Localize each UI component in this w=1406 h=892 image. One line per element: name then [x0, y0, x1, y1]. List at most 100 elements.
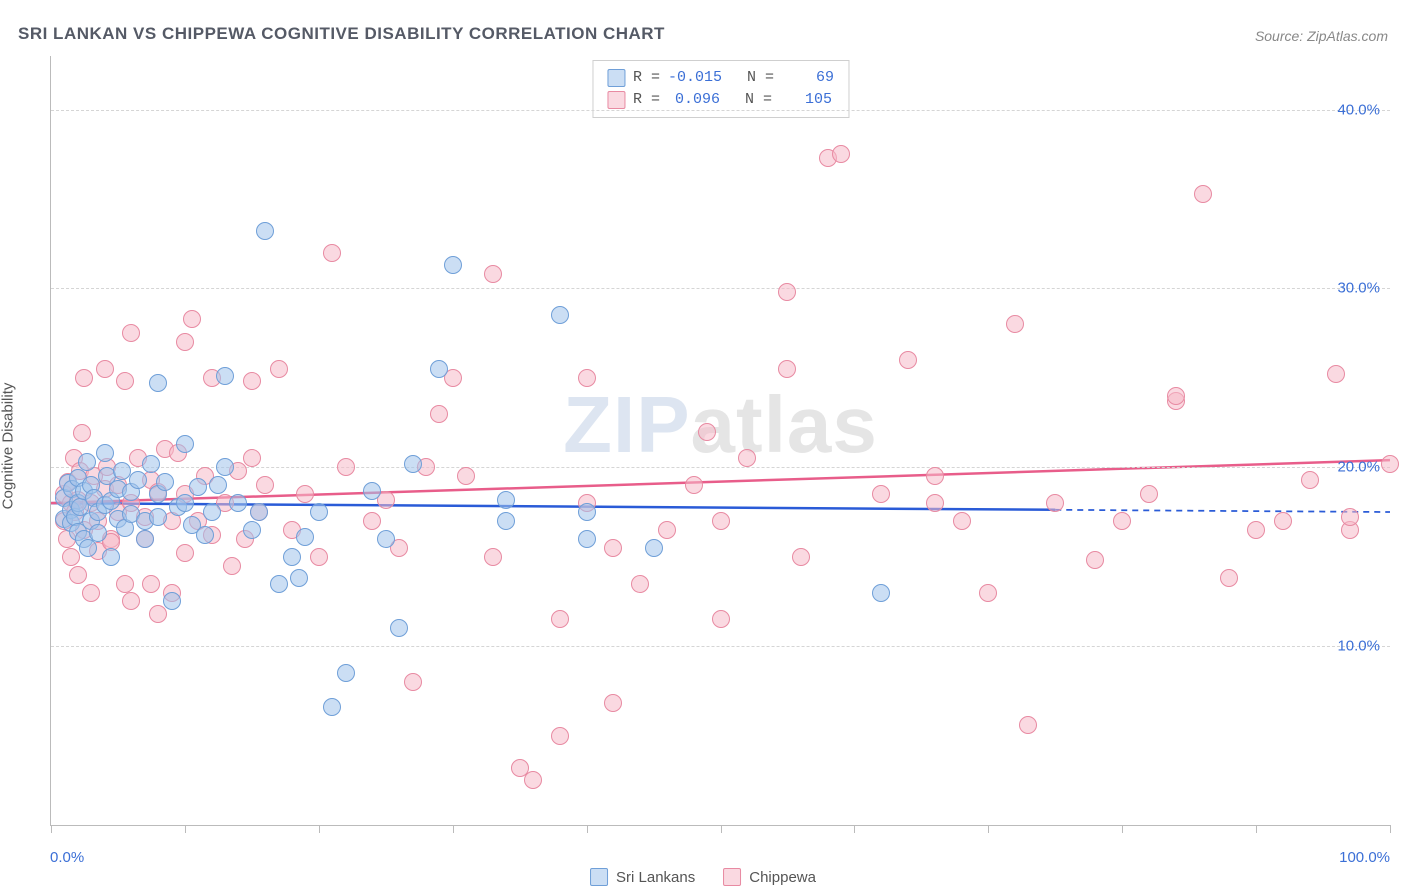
- trend-lines-svg: [51, 56, 1390, 825]
- scatter-point: [363, 482, 381, 500]
- trend-line: [51, 503, 1055, 510]
- scatter-point: [1086, 551, 1104, 569]
- y-tick-label: 30.0%: [1337, 280, 1380, 297]
- scatter-point: [430, 360, 448, 378]
- x-tick: [1390, 825, 1391, 833]
- scatter-point: [792, 548, 810, 566]
- scatter-point: [78, 453, 96, 471]
- legend-stats-row-2: R = 0.096 N = 105: [607, 89, 834, 111]
- legend-series: Sri Lankans Chippewa: [590, 868, 816, 886]
- scatter-point: [524, 771, 542, 789]
- x-tick: [587, 825, 588, 833]
- scatter-point: [390, 619, 408, 637]
- scatter-point: [142, 455, 160, 473]
- y-tick-label: 20.0%: [1337, 459, 1380, 476]
- scatter-point: [176, 544, 194, 562]
- scatter-point: [551, 306, 569, 324]
- scatter-point: [926, 494, 944, 512]
- scatter-point: [872, 584, 890, 602]
- scatter-point: [1167, 387, 1185, 405]
- scatter-point: [1046, 494, 1064, 512]
- legend-swatch-chippewa-b: [723, 868, 741, 886]
- x-tick: [988, 825, 989, 833]
- scatter-point: [457, 467, 475, 485]
- n-label-1: N =: [747, 67, 774, 89]
- x-tick-label-max: 100.0%: [1339, 849, 1390, 866]
- scatter-point: [75, 369, 93, 387]
- scatter-point: [1274, 512, 1292, 530]
- scatter-point: [290, 569, 308, 587]
- scatter-point: [872, 485, 890, 503]
- scatter-point: [73, 424, 91, 442]
- scatter-point: [430, 405, 448, 423]
- scatter-point: [176, 435, 194, 453]
- source-attribution: Source: ZipAtlas.com: [1255, 28, 1388, 44]
- scatter-point: [778, 283, 796, 301]
- scatter-point: [270, 575, 288, 593]
- scatter-point: [216, 458, 234, 476]
- y-tick-label: 40.0%: [1337, 101, 1380, 118]
- scatter-point: [778, 360, 796, 378]
- scatter-point: [979, 584, 997, 602]
- legend-item-srilankans: Sri Lankans: [590, 868, 695, 886]
- scatter-point: [551, 727, 569, 745]
- scatter-point: [1019, 716, 1037, 734]
- legend-item-chippewa: Chippewa: [723, 868, 816, 886]
- scatter-point: [96, 360, 114, 378]
- grid-line: [51, 646, 1390, 647]
- scatter-point: [203, 503, 221, 521]
- scatter-point: [243, 372, 261, 390]
- scatter-point: [738, 449, 756, 467]
- chart-container: SRI LANKAN VS CHIPPEWA COGNITIVE DISABIL…: [0, 0, 1406, 892]
- scatter-point: [243, 521, 261, 539]
- x-tick-label-min: 0.0%: [50, 849, 84, 866]
- scatter-point: [1341, 508, 1359, 526]
- r-value-2: 0.096: [668, 89, 720, 111]
- scatter-point: [89, 524, 107, 542]
- scatter-point: [82, 584, 100, 602]
- y-tick-label: 10.0%: [1337, 638, 1380, 655]
- scatter-point: [712, 610, 730, 628]
- scatter-point: [149, 508, 167, 526]
- scatter-point: [1301, 471, 1319, 489]
- scatter-point: [196, 526, 214, 544]
- scatter-point: [578, 503, 596, 521]
- grid-line: [51, 110, 1390, 111]
- n-value-1: 69: [782, 67, 834, 89]
- scatter-point: [283, 548, 301, 566]
- scatter-point: [116, 575, 134, 593]
- scatter-point: [404, 455, 422, 473]
- x-tick: [453, 825, 454, 833]
- x-tick: [1122, 825, 1123, 833]
- scatter-point: [444, 256, 462, 274]
- scatter-point: [176, 333, 194, 351]
- scatter-point: [129, 471, 147, 489]
- r-value-1: -0.015: [668, 67, 722, 89]
- scatter-point: [250, 503, 268, 521]
- scatter-point: [337, 458, 355, 476]
- r-label-1: R =: [633, 67, 660, 89]
- scatter-point: [296, 528, 314, 546]
- scatter-point: [1247, 521, 1265, 539]
- scatter-point: [899, 351, 917, 369]
- scatter-point: [551, 610, 569, 628]
- x-tick: [721, 825, 722, 833]
- scatter-point: [116, 372, 134, 390]
- scatter-point: [176, 494, 194, 512]
- scatter-point: [122, 324, 140, 342]
- scatter-point: [497, 512, 515, 530]
- scatter-point: [832, 145, 850, 163]
- n-value-2: 105: [780, 89, 832, 111]
- scatter-point: [363, 512, 381, 530]
- scatter-point: [256, 222, 274, 240]
- scatter-point: [604, 694, 622, 712]
- scatter-point: [1113, 512, 1131, 530]
- scatter-point: [256, 476, 274, 494]
- y-axis-label: Cognitive Disability: [0, 383, 17, 510]
- scatter-point: [96, 444, 114, 462]
- scatter-point: [136, 530, 154, 548]
- scatter-point: [377, 530, 395, 548]
- scatter-point: [310, 503, 328, 521]
- scatter-point: [484, 265, 502, 283]
- scatter-point: [1220, 569, 1238, 587]
